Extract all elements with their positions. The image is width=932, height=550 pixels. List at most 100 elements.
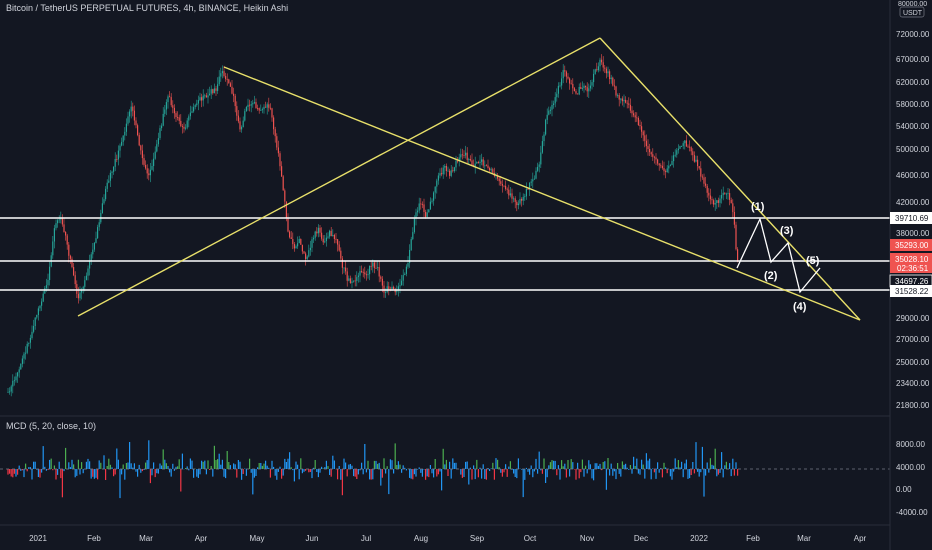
candle-body [583, 85, 585, 89]
candle-body [175, 113, 177, 117]
candle-body [55, 223, 57, 229]
histogram-bar [634, 466, 636, 469]
histogram-bar [258, 463, 260, 469]
candle-body [511, 193, 513, 199]
histogram-bar [477, 469, 479, 478]
histogram-bar [517, 458, 519, 469]
candle-body [364, 272, 366, 275]
histogram-bar [532, 469, 534, 478]
candle-body [313, 237, 315, 240]
time-axis-label: Mar [139, 534, 153, 543]
histogram-bar [618, 469, 620, 474]
candle-body [29, 337, 31, 343]
time-axis-label: 2022 [690, 534, 708, 543]
candle-body [121, 141, 123, 146]
histogram-bar [575, 469, 577, 480]
candle-body [33, 326, 35, 332]
candle-body [650, 152, 652, 155]
histogram-bar [556, 469, 558, 476]
candle-body [129, 111, 131, 117]
histogram-bar [45, 469, 47, 471]
candle-body [202, 95, 204, 101]
candle-body [105, 188, 107, 200]
time-axis-label: Aug [414, 534, 428, 543]
candle-body [45, 285, 47, 289]
candle-body [679, 146, 681, 149]
histogram-bar [484, 469, 486, 479]
histogram-bar [449, 461, 451, 469]
candle-body [349, 278, 351, 283]
candle-body [546, 114, 548, 120]
candle-body [596, 69, 598, 71]
indicator-tick-label: 8000.00 [896, 440, 925, 449]
candle-body [700, 168, 702, 177]
histogram-bar [143, 469, 145, 470]
histogram-bar [217, 459, 219, 469]
histogram-bar [701, 446, 703, 469]
histogram-bar [666, 469, 668, 474]
candle-body [159, 128, 161, 139]
candle-body [535, 170, 537, 179]
histogram-bar [44, 466, 46, 469]
falling-trendline-long[interactable] [223, 66, 861, 321]
histogram-bar [657, 462, 659, 469]
histogram-bar [34, 461, 36, 469]
candle-body [145, 165, 147, 169]
histogram-bar [57, 469, 59, 475]
histogram-bar [76, 469, 78, 476]
histogram-bar [537, 469, 539, 474]
candle-body [354, 280, 356, 282]
histogram-bar [506, 469, 508, 477]
histogram-bar [629, 465, 631, 469]
histogram-bar [450, 469, 452, 479]
histogram-bar [285, 462, 287, 469]
candle-body [570, 83, 572, 85]
histogram-bar [65, 447, 67, 469]
falling-trendline-upper[interactable] [599, 37, 861, 321]
rising-trendline[interactable] [77, 37, 601, 317]
histogram-bar [508, 466, 510, 469]
histogram-bar [429, 465, 431, 469]
histogram-bar [714, 448, 716, 469]
candle-body [201, 97, 203, 101]
candle-body [588, 88, 590, 92]
candle-body [514, 198, 516, 202]
histogram-bar [109, 464, 111, 469]
histogram-bar [351, 465, 353, 469]
histogram-bar [210, 466, 212, 469]
candle-body [399, 285, 401, 287]
histogram-bar [732, 458, 734, 469]
histogram-bar [293, 469, 295, 482]
histogram-bar [205, 469, 207, 475]
histogram-bar [485, 469, 487, 480]
histogram-bar [105, 469, 107, 480]
histogram-bar [181, 453, 183, 469]
histogram-bar [89, 461, 91, 469]
candle-body [381, 278, 383, 286]
candle-body [452, 170, 454, 172]
histogram-bar [50, 458, 52, 469]
candle-body [172, 105, 174, 108]
candle-body [449, 170, 451, 176]
histogram-bar [218, 453, 220, 469]
candle-body [533, 178, 535, 180]
price-tick-label: 62000.00 [896, 78, 930, 87]
histogram-bar [372, 469, 374, 480]
candle-body [405, 266, 407, 274]
currency-badge[interactable] [899, 6, 925, 18]
candle-body [281, 166, 283, 177]
histogram-bar [103, 455, 105, 469]
candle-body [697, 159, 699, 167]
candle-body [479, 161, 481, 164]
elliott-wave-path[interactable] [736, 217, 821, 294]
histogram-bar [77, 459, 79, 469]
candle-body [626, 102, 628, 104]
candle-body [26, 343, 28, 353]
histogram-bar [481, 469, 483, 479]
candle-body [303, 251, 305, 254]
histogram-bar [381, 469, 383, 478]
candle-body [719, 198, 721, 203]
candle-body [735, 224, 737, 250]
histogram-bar [685, 459, 687, 469]
